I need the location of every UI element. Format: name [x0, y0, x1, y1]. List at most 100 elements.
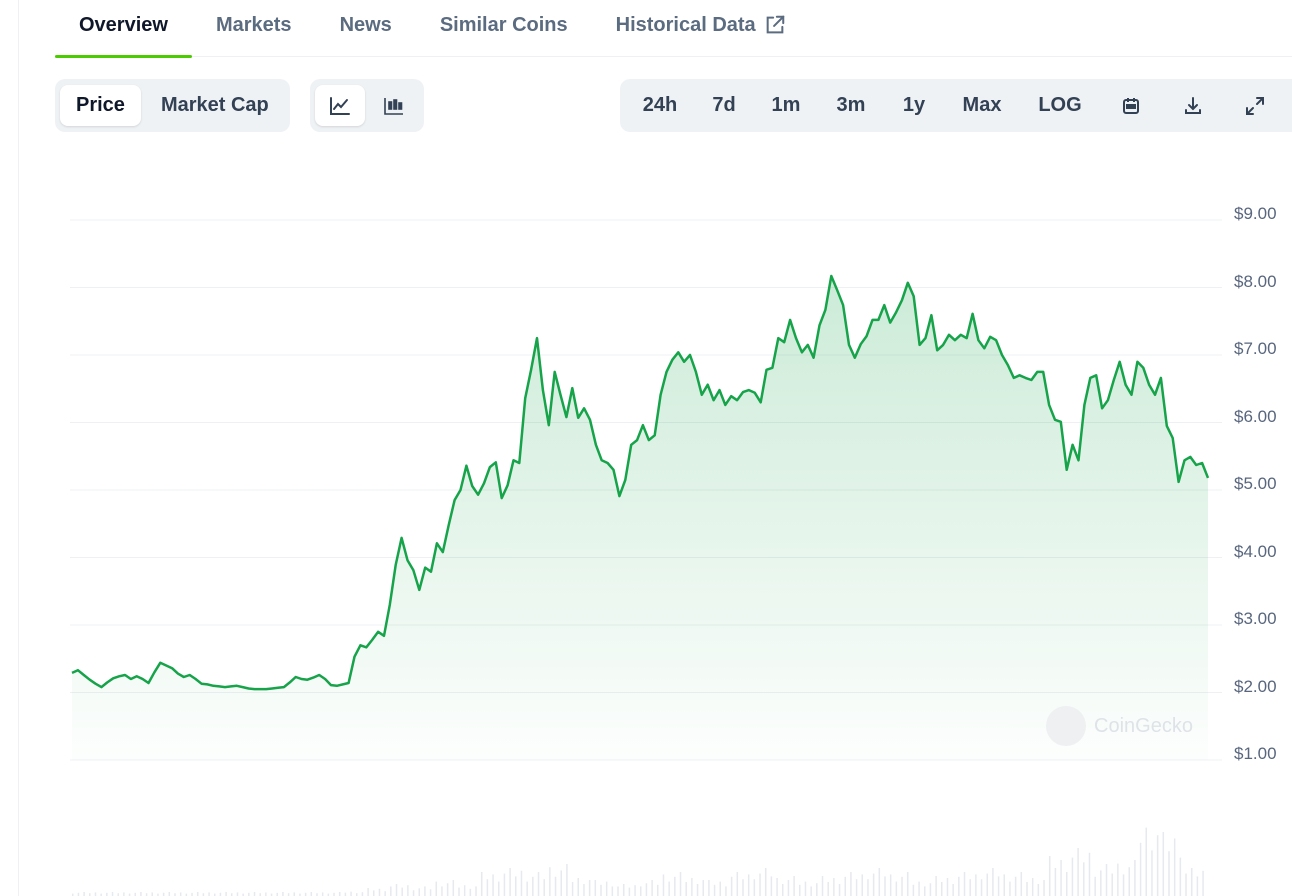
calendar-button[interactable]	[1100, 85, 1162, 126]
volume-bar	[577, 878, 580, 896]
volume-bar	[287, 893, 290, 896]
volume-bar	[884, 876, 886, 896]
y-tick-label: $3.00	[1234, 609, 1277, 628]
volume-bar	[594, 880, 597, 896]
volume-bar	[140, 892, 142, 896]
volume-bar	[889, 874, 892, 896]
volume-bar	[804, 881, 807, 896]
volume-bar	[691, 878, 693, 896]
volume-bar	[282, 892, 284, 896]
price-button[interactable]: Price	[60, 85, 141, 126]
range-1y[interactable]: 1y	[902, 94, 926, 116]
volume-bar	[231, 893, 233, 896]
volume-bar	[1066, 872, 1068, 896]
volume-bar	[861, 874, 864, 896]
volume-bar	[855, 879, 858, 896]
volume-bar	[134, 892, 136, 896]
volume-bar	[1009, 881, 1011, 896]
y-tick-label: $7.00	[1234, 339, 1277, 358]
volume-bar	[645, 883, 648, 896]
volume-bar	[214, 893, 216, 896]
volume-bar	[997, 876, 1000, 896]
volume-bar	[1156, 835, 1159, 896]
volume-bar	[753, 879, 756, 896]
volume-bar	[1105, 864, 1108, 896]
watermark-text: CoinGecko	[1094, 714, 1193, 737]
tab-similar-coins[interactable]: Similar Coins	[416, 0, 592, 57]
volume-bar	[321, 892, 324, 896]
volume-bar	[151, 892, 154, 896]
volume-bar	[657, 884, 659, 896]
volume-bar	[668, 881, 670, 896]
volume-bar	[191, 892, 193, 896]
volume-bar	[958, 876, 960, 896]
volume-bar	[708, 880, 710, 896]
volume-bar	[622, 884, 625, 896]
volume-bar	[600, 884, 602, 896]
volume-bar	[145, 893, 148, 896]
volume-bar	[350, 891, 352, 896]
range-24h[interactable]: 24h	[642, 94, 678, 116]
volume-bar	[776, 878, 778, 896]
tab-historical-data[interactable]: Historical Data	[592, 0, 810, 57]
line-chart-button[interactable]	[315, 85, 365, 126]
range-7d[interactable]: 7d	[712, 94, 736, 116]
volume-bar	[696, 884, 699, 896]
volume-bar	[106, 892, 108, 896]
download-button[interactable]	[1162, 85, 1224, 126]
range-max[interactable]: Max	[962, 94, 1002, 116]
volume-bar	[1100, 870, 1102, 896]
volume-bar	[583, 884, 585, 896]
volume-bar	[526, 881, 528, 896]
volume-bar	[1003, 874, 1006, 896]
volume-bar	[174, 893, 176, 896]
candlestick-icon	[384, 97, 403, 115]
volume-bar	[361, 892, 364, 896]
candlestick-button[interactable]	[369, 85, 419, 126]
volume-bar	[435, 881, 438, 896]
volume-bar	[827, 882, 829, 896]
volume-bar	[429, 889, 432, 896]
volume-bar	[787, 880, 790, 896]
volume-bar	[253, 892, 256, 896]
left-divider	[18, 0, 19, 896]
volume-bar	[418, 888, 420, 896]
range-3m[interactable]: 3m	[836, 94, 866, 116]
volume-bar	[373, 890, 375, 896]
volume-bar	[747, 874, 750, 896]
range-1m[interactable]: 1m	[771, 94, 801, 116]
volume-bar	[390, 886, 392, 896]
volume-bar	[674, 876, 676, 896]
volume-bar	[248, 892, 250, 896]
volume-bar	[208, 892, 210, 896]
volume-bar	[992, 868, 994, 896]
volume-bar	[1179, 857, 1182, 896]
tab-overview[interactable]: Overview	[55, 0, 192, 58]
volume-bar	[918, 881, 920, 896]
log-scale-button[interactable]: LOG	[1038, 94, 1082, 116]
volume-bar	[1043, 880, 1045, 896]
y-tick-label: $4.00	[1234, 541, 1277, 561]
volume-bar	[742, 879, 744, 896]
volume-bar	[299, 893, 301, 896]
volume-bar	[316, 893, 318, 896]
volume-bar	[759, 873, 761, 896]
volume-bar	[901, 876, 903, 896]
tab-label: Historical Data	[615, 14, 756, 36]
market-cap-button[interactable]: Market Cap	[160, 94, 269, 116]
coingecko-watermark: CoinGecko	[1046, 706, 1193, 746]
volume-bar	[356, 893, 358, 896]
volume-bar	[384, 891, 386, 896]
volume-bar	[498, 881, 500, 896]
volume-bar	[407, 885, 409, 896]
fullscreen-button[interactable]	[1224, 85, 1286, 126]
tab-markets[interactable]: Markets	[192, 0, 316, 57]
tab-news[interactable]: News	[316, 0, 416, 57]
volume-bar	[293, 892, 296, 896]
volume-bar	[725, 886, 727, 896]
volume-bar	[202, 893, 205, 896]
volume-bar	[72, 893, 74, 896]
fullscreen-icon	[1246, 96, 1264, 115]
volume-bar	[1031, 878, 1034, 896]
